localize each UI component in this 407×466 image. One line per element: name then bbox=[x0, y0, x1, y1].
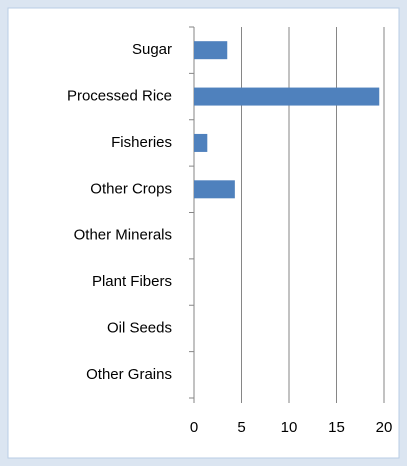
chart-area bbox=[7, 7, 400, 459]
bar bbox=[194, 133, 208, 152]
x-tick-label: 15 bbox=[328, 419, 345, 436]
x-tick-label: 5 bbox=[237, 419, 245, 436]
y-tick-label: Sugar bbox=[132, 41, 172, 58]
y-tick-label: Other Minerals bbox=[74, 227, 172, 244]
bar bbox=[194, 87, 380, 106]
y-tick-label: Processed Rice bbox=[67, 88, 172, 105]
bar bbox=[194, 180, 235, 199]
x-tick-label: 10 bbox=[281, 419, 298, 436]
y-tick-label: Fisheries bbox=[111, 134, 172, 151]
y-tick-label: Other Crops bbox=[90, 180, 172, 197]
bar bbox=[194, 41, 228, 60]
y-tick-label: Oil Seeds bbox=[107, 319, 172, 336]
y-tick-label: Plant Fibers bbox=[92, 273, 172, 290]
x-tick-label: 0 bbox=[190, 419, 198, 436]
x-tick-label: 20 bbox=[376, 419, 393, 436]
y-tick-label: Other Grains bbox=[86, 366, 172, 383]
